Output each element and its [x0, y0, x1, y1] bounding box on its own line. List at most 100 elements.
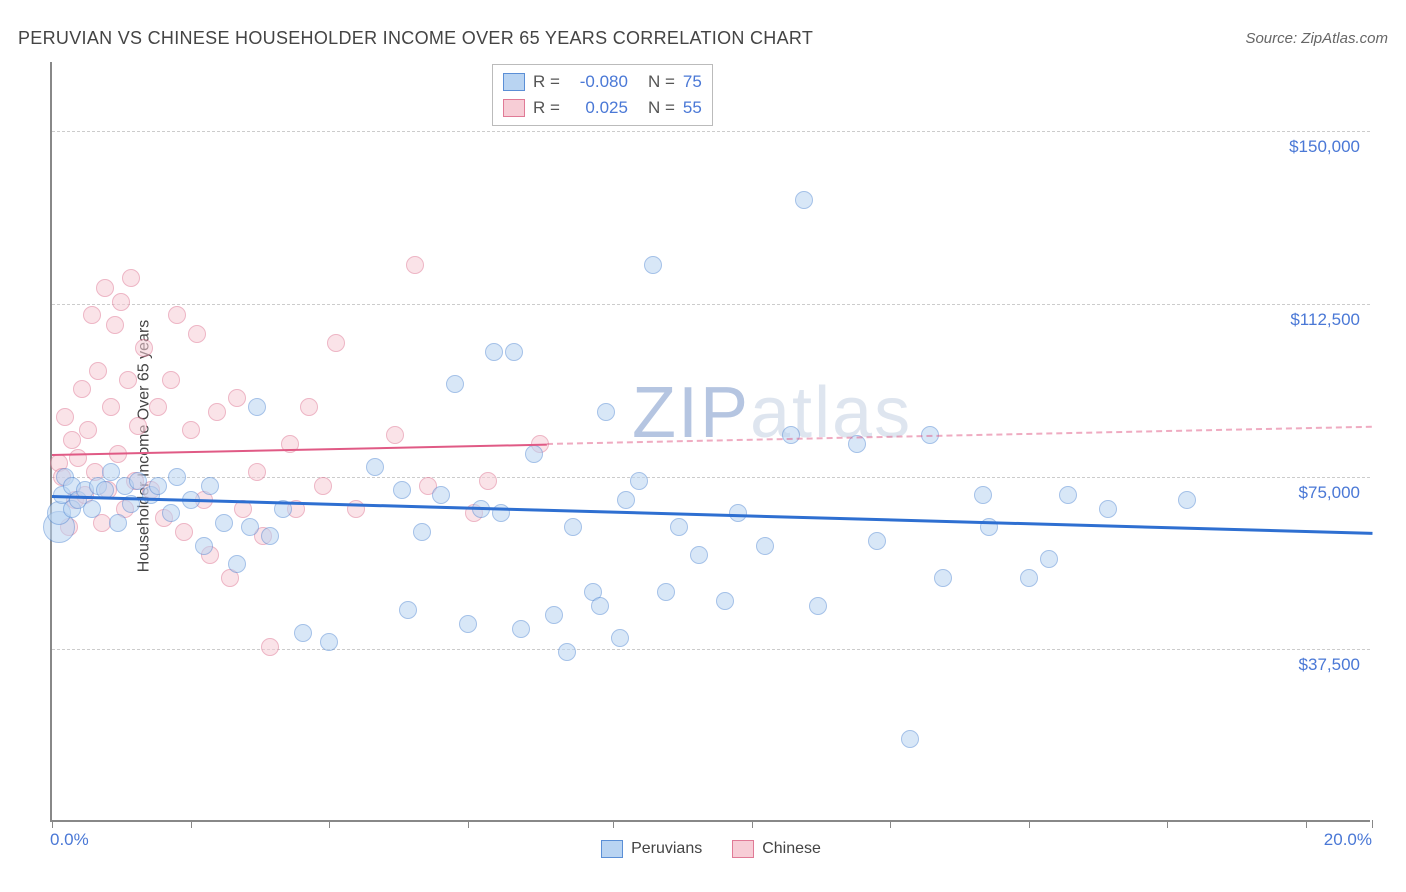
- n-value-chinese: 55: [683, 95, 702, 121]
- data-point-chinese: [386, 426, 404, 444]
- data-point-peruvians: [934, 569, 952, 587]
- data-point-chinese: [119, 371, 137, 389]
- x-tick: [191, 820, 192, 828]
- data-point-peruvians: [564, 518, 582, 536]
- source-label: Source: ZipAtlas.com: [1245, 30, 1388, 47]
- r-value-chinese: 0.025: [568, 95, 628, 121]
- x-tick: [468, 820, 469, 828]
- data-point-peruvians: [413, 523, 431, 541]
- data-point-peruvians: [809, 597, 827, 615]
- data-point-chinese: [96, 279, 114, 297]
- data-point-peruvians: [558, 643, 576, 661]
- data-point-chinese: [129, 417, 147, 435]
- data-point-chinese: [79, 421, 97, 439]
- data-point-chinese: [248, 463, 266, 481]
- stats-row-peruvians: R = -0.080 N = 75: [503, 69, 702, 95]
- data-point-chinese: [168, 306, 186, 324]
- header: PERUVIAN VS CHINESE HOUSEHOLDER INCOME O…: [18, 18, 1388, 58]
- stats-row-chinese: R = 0.025 N = 55: [503, 95, 702, 121]
- x-tick: [1167, 820, 1168, 828]
- n-value-peruvians: 75: [683, 69, 702, 95]
- data-point-chinese: [208, 403, 226, 421]
- data-point-chinese: [102, 398, 120, 416]
- data-point-peruvians: [261, 527, 279, 545]
- data-point-peruvians: [1099, 500, 1117, 518]
- data-point-chinese: [112, 293, 130, 311]
- legend-label-peruvians: Peruvians: [631, 840, 702, 858]
- swatch-peruvians: [601, 840, 623, 858]
- data-point-peruvians: [109, 514, 127, 532]
- data-point-chinese: [63, 431, 81, 449]
- swatch-chinese: [503, 99, 525, 117]
- data-point-peruvians: [162, 504, 180, 522]
- data-point-chinese: [149, 398, 167, 416]
- data-point-peruvians: [597, 403, 615, 421]
- data-point-peruvians: [1040, 550, 1058, 568]
- gridline: [52, 131, 1370, 132]
- x-tick: [890, 820, 891, 828]
- legend-label-chinese: Chinese: [762, 840, 821, 858]
- n-label: N =: [648, 69, 675, 95]
- r-value-peruvians: -0.080: [568, 69, 628, 95]
- data-point-peruvians: [657, 583, 675, 601]
- data-point-peruvians: [228, 555, 246, 573]
- data-point-peruvians: [782, 426, 800, 444]
- legend-item-chinese: Chinese: [732, 840, 821, 858]
- data-point-peruvians: [756, 537, 774, 555]
- data-point-chinese: [83, 306, 101, 324]
- data-point-peruvians: [1178, 491, 1196, 509]
- data-point-chinese: [122, 269, 140, 287]
- data-point-peruvians: [690, 546, 708, 564]
- data-point-peruvians: [399, 601, 417, 619]
- data-point-peruvians: [83, 500, 101, 518]
- data-point-chinese: [106, 316, 124, 334]
- y-tick-label: $75,000: [1299, 483, 1360, 503]
- data-point-peruvians: [215, 514, 233, 532]
- data-point-peruvians: [795, 191, 813, 209]
- r-label: R =: [533, 95, 560, 121]
- data-point-chinese: [162, 371, 180, 389]
- data-point-chinese: [182, 421, 200, 439]
- trendline-chinese-dashed: [547, 426, 1372, 445]
- data-point-peruvians: [868, 532, 886, 550]
- data-point-peruvians: [505, 343, 523, 361]
- data-point-peruvians: [241, 518, 259, 536]
- data-point-peruvians: [1020, 569, 1038, 587]
- data-point-chinese: [406, 256, 424, 274]
- x-tick: [329, 820, 330, 828]
- x-tick: [752, 820, 753, 828]
- data-point-peruvians: [366, 458, 384, 476]
- data-point-chinese: [69, 449, 87, 467]
- y-tick-label: $150,000: [1289, 137, 1360, 157]
- x-tick: [52, 820, 53, 828]
- bottom-legend: Peruvians Chinese: [52, 840, 1370, 858]
- data-point-chinese: [188, 325, 206, 343]
- x-tick: [1029, 820, 1030, 828]
- legend-item-peruvians: Peruvians: [601, 840, 702, 858]
- data-point-peruvians: [525, 445, 543, 463]
- data-point-peruvians: [644, 256, 662, 274]
- chart-container: PERUVIAN VS CHINESE HOUSEHOLDER INCOME O…: [0, 0, 1406, 892]
- chart-title: PERUVIAN VS CHINESE HOUSEHOLDER INCOME O…: [18, 28, 813, 49]
- swatch-chinese: [732, 840, 754, 858]
- data-point-peruvians: [393, 481, 411, 499]
- swatch-peruvians: [503, 73, 525, 91]
- stats-legend-box: R = -0.080 N = 75 R = 0.025 N = 55: [492, 64, 713, 126]
- data-point-peruvians: [974, 486, 992, 504]
- data-point-chinese: [479, 472, 497, 490]
- data-point-peruvians: [901, 730, 919, 748]
- data-point-chinese: [89, 362, 107, 380]
- y-tick-label: $112,500: [1290, 310, 1360, 330]
- data-point-chinese: [314, 477, 332, 495]
- data-point-chinese: [175, 523, 193, 541]
- data-point-peruvians: [485, 343, 503, 361]
- data-point-peruvians: [320, 633, 338, 651]
- data-point-peruvians: [446, 375, 464, 393]
- data-point-peruvians: [512, 620, 530, 638]
- data-point-chinese: [261, 638, 279, 656]
- data-point-peruvians: [201, 477, 219, 495]
- data-point-peruvians: [611, 629, 629, 647]
- data-point-chinese: [300, 398, 318, 416]
- data-point-peruvians: [248, 398, 266, 416]
- data-point-peruvians: [716, 592, 734, 610]
